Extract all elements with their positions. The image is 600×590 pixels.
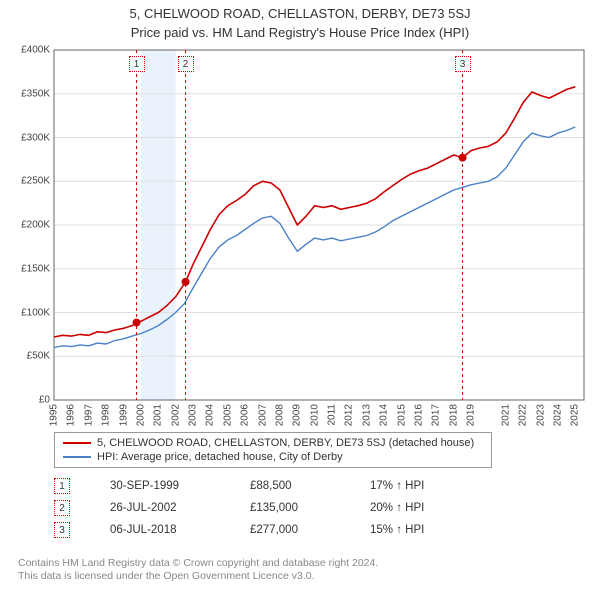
chart-marker-label: 3	[455, 56, 471, 72]
x-tick-label: 2024	[552, 404, 563, 426]
x-tick-label: 2014	[379, 404, 390, 426]
transaction-price: £135,000	[250, 502, 330, 514]
legend-label: HPI: Average price, detached house, City…	[97, 451, 343, 463]
legend-item: HPI: Average price, detached house, City…	[63, 450, 483, 464]
x-tick-label: 2011	[327, 404, 338, 426]
legend-label: 5, CHELWOOD ROAD, CHELLASTON, DERBY, DE7…	[97, 437, 474, 449]
x-tick-label: 2023	[535, 404, 546, 426]
x-tick-label: 2002	[170, 404, 181, 426]
x-tick-label: 2013	[361, 404, 372, 426]
x-tick-label: 2016	[413, 404, 424, 426]
y-tick-label: £300K	[21, 132, 50, 143]
x-tick-label: 1997	[83, 404, 94, 426]
transaction-date: 30-SEP-1999	[110, 480, 210, 492]
x-tick-label: 1995	[49, 404, 60, 426]
transaction-marker: 3	[54, 522, 70, 538]
x-tick-label: 2008	[274, 404, 285, 426]
y-tick-label: £250K	[21, 176, 50, 187]
chart-svg	[54, 50, 584, 400]
transaction-marker: 1	[54, 478, 70, 494]
x-tick-label: 1998	[101, 404, 112, 426]
y-tick-label: £350K	[21, 88, 50, 99]
x-tick-label: 2004	[205, 404, 216, 426]
chart-container: 5, CHELWOOD ROAD, CHELLASTON, DERBY, DE7…	[0, 0, 600, 590]
x-tick-label: 2009	[292, 404, 303, 426]
x-tick-label: 2010	[309, 404, 320, 426]
legend-swatch	[63, 442, 91, 444]
x-tick-label: 2007	[257, 404, 268, 426]
x-tick-label: 1999	[118, 404, 129, 426]
y-tick-label: £50K	[27, 351, 50, 362]
x-tick-label: 2006	[240, 404, 251, 426]
legend-box: 5, CHELWOOD ROAD, CHELLASTON, DERBY, DE7…	[54, 432, 492, 468]
transaction-pct: 17% ↑ HPI	[370, 480, 460, 492]
x-tick-label: 2019	[466, 404, 477, 426]
y-tick-label: £150K	[21, 263, 50, 274]
x-tick-label: 2022	[518, 404, 529, 426]
transaction-price: £88,500	[250, 480, 330, 492]
transaction-date: 06-JUL-2018	[110, 524, 210, 536]
chart-marker-label: 2	[178, 56, 194, 72]
transaction-date: 26-JUL-2002	[110, 502, 210, 514]
x-tick-label: 2003	[188, 404, 199, 426]
transaction-pct: 15% ↑ HPI	[370, 524, 460, 536]
y-tick-label: £400K	[21, 45, 50, 56]
y-tick-label: £100K	[21, 307, 50, 318]
legend-item: 5, CHELWOOD ROAD, CHELLASTON, DERBY, DE7…	[63, 436, 483, 450]
x-tick-label: 2025	[570, 404, 581, 426]
x-tick-label: 2005	[222, 404, 233, 426]
chart-plot-area: £0£50K£100K£150K£200K£250K£300K£350K£400…	[54, 50, 584, 400]
footer-attribution: Contains HM Land Registry data © Crown c…	[18, 557, 378, 584]
x-tick-label: 2017	[431, 404, 442, 426]
chart-subtitle: Price paid vs. HM Land Registry's House …	[0, 21, 600, 44]
transaction-row: 3 06-JUL-2018 £277,000 15% ↑ HPI	[54, 522, 460, 538]
footer-line2: This data is licensed under the Open Gov…	[18, 570, 378, 584]
transaction-pct: 20% ↑ HPI	[370, 502, 460, 514]
transactions-table: 1 30-SEP-1999 £88,500 17% ↑ HPI 2 26-JUL-2002…	[54, 478, 460, 544]
transaction-marker: 2	[54, 500, 70, 516]
x-tick-label: 2018	[448, 404, 459, 426]
transaction-price: £277,000	[250, 524, 330, 536]
transaction-row: 1 30-SEP-1999 £88,500 17% ↑ HPI	[54, 478, 460, 494]
chart-marker-label: 1	[129, 56, 145, 72]
x-tick-label: 2015	[396, 404, 407, 426]
x-tick-label: 2021	[500, 404, 511, 426]
legend-swatch	[63, 456, 91, 458]
transaction-row: 2 26-JUL-2002 £135,000 20% ↑ HPI	[54, 500, 460, 516]
x-tick-label: 2012	[344, 404, 355, 426]
chart-title: 5, CHELWOOD ROAD, CHELLASTON, DERBY, DE7…	[0, 0, 600, 21]
x-tick-label: 2001	[153, 404, 164, 426]
y-tick-label: £200K	[21, 220, 50, 231]
footer-line1: Contains HM Land Registry data © Crown c…	[18, 557, 378, 571]
x-tick-label: 1996	[66, 404, 77, 426]
x-tick-label: 2000	[135, 404, 146, 426]
